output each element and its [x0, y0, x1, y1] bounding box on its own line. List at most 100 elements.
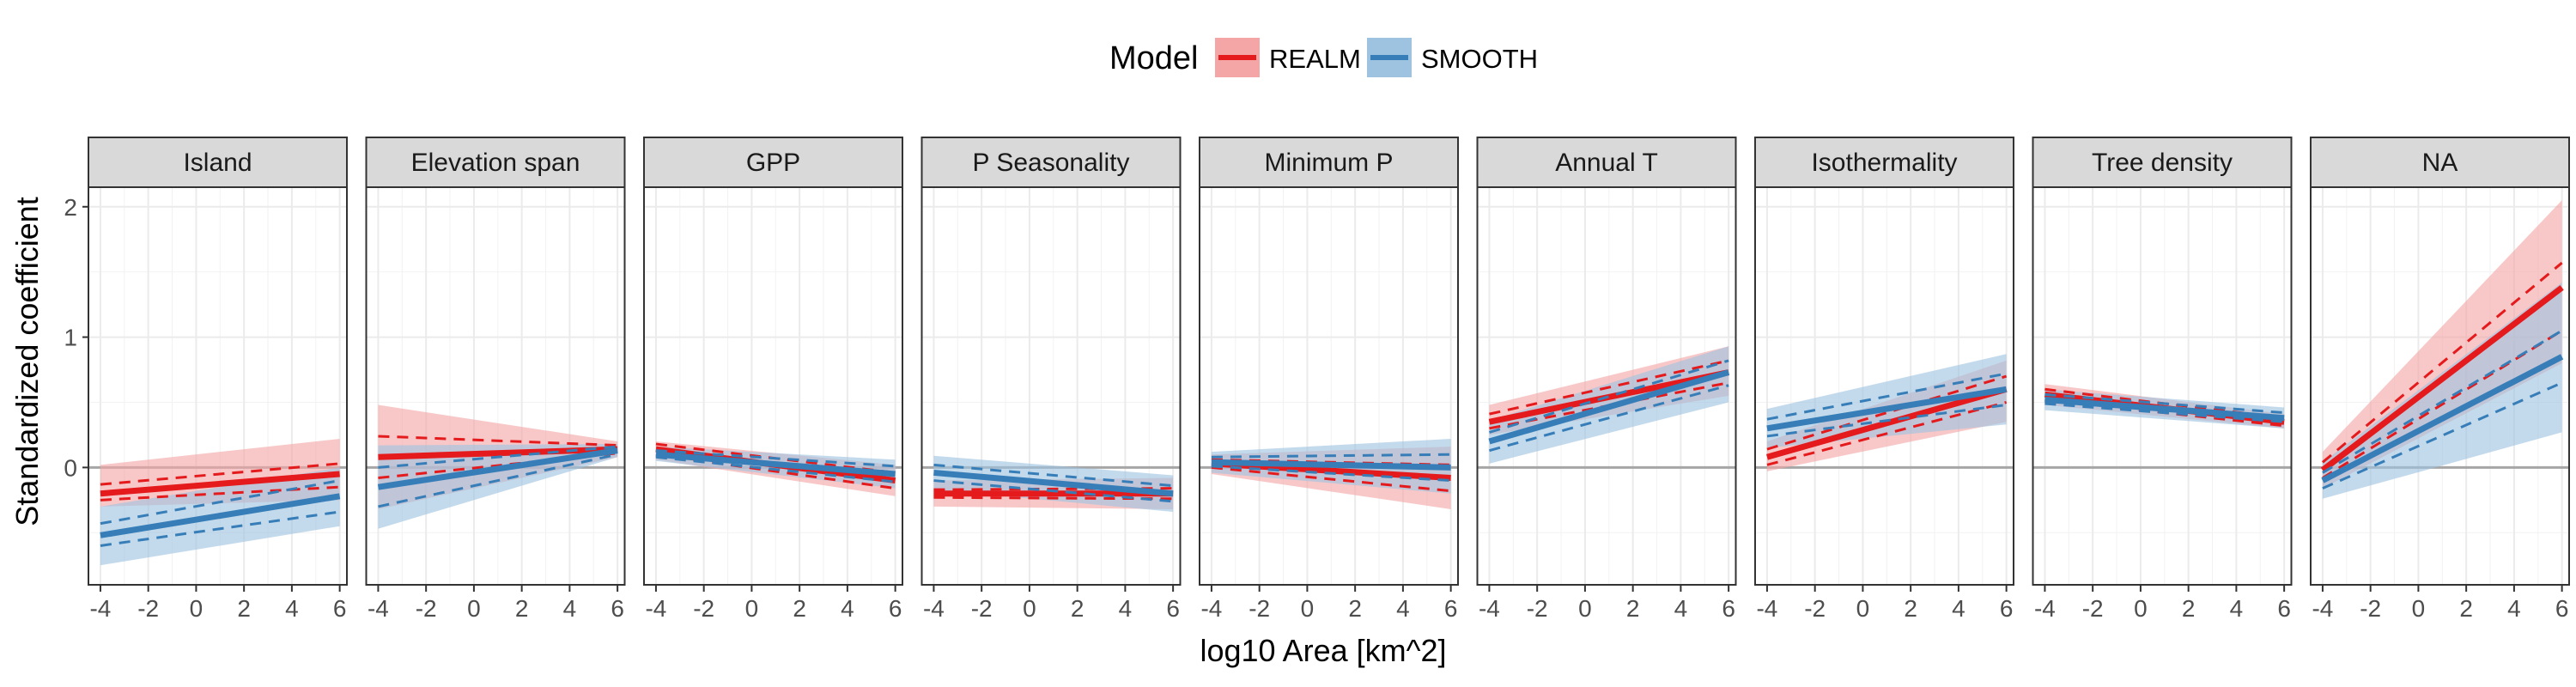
facet-strip	[1476, 137, 1737, 188]
dashed-line-upper-smooth	[933, 463, 1174, 488]
y-tick-label: 0	[64, 454, 77, 481]
x-tick-label: 6	[1722, 595, 1735, 622]
dashed-line-upper-smooth	[1489, 359, 1729, 434]
x-tick-label: 6	[889, 595, 902, 622]
dashed-line-upper-realm	[1489, 359, 1729, 416]
x-tick-label: -2	[1249, 595, 1270, 622]
facet-strip-label: Minimum P	[1264, 149, 1393, 177]
ci-band-realm	[2322, 200, 2562, 489]
dashed-line-lower-realm	[100, 485, 340, 502]
x-tick-label: 0	[2412, 595, 2426, 622]
dashed-line-lower-realm	[1766, 401, 2008, 466]
x-tick-label: 6	[333, 595, 347, 622]
mean-line-smooth	[2044, 396, 2285, 422]
x-tick-label: 2	[793, 595, 806, 622]
mean-line-realm	[378, 446, 618, 460]
facet-strip-label: Elevation span	[411, 149, 580, 177]
x-tick-label: 4	[1674, 595, 1688, 622]
dashed-line-lower-smooth	[1489, 384, 1729, 453]
mean-line-smooth	[100, 493, 341, 538]
x-tick-label: -2	[1804, 595, 1826, 622]
panel-background	[644, 187, 902, 585]
x-tick-label: -2	[2360, 595, 2381, 622]
x-tick-label: -4	[1479, 595, 1500, 622]
mean-line-smooth	[1211, 459, 1451, 471]
dashed-line-upper-smooth	[1766, 372, 2007, 421]
x-tick-label: -2	[971, 595, 993, 622]
panel-data	[655, 441, 896, 496]
y-tick-label: 1	[64, 325, 77, 351]
panel-isothermality: Isothermality -4 -2 0 2 4 6	[1754, 137, 2014, 622]
x-tick-label: 4	[1396, 595, 1410, 622]
facet-strip	[1199, 137, 1459, 188]
dashed-line-lower-smooth	[378, 453, 618, 508]
facet-strip	[1754, 137, 2014, 188]
dashed-line-upper-smooth	[2322, 329, 2563, 474]
dashed-line-upper-smooth	[655, 449, 896, 468]
x-tick-label: -2	[416, 595, 437, 622]
facet-strip-label: Annual T	[1555, 149, 1658, 177]
panel-minimum-p: Minimum P -4 -2 0 2 4 6	[1199, 137, 1459, 622]
x-tick-label: 0	[1578, 595, 1592, 622]
y-tick-label: 2	[64, 194, 77, 221]
facet-strip	[920, 137, 1182, 188]
panel-data	[377, 404, 618, 529]
facet-strip	[2032, 137, 2293, 188]
x-tick-label: 2	[1626, 595, 1640, 622]
x-tick-label: -4	[1756, 595, 1777, 622]
dashed-line-lower-realm	[1211, 465, 1451, 493]
dashed-line-lower-realm	[933, 495, 1174, 501]
x-tick-label: -4	[2034, 595, 2056, 622]
x-tick-label: -4	[2312, 595, 2333, 622]
dashed-line-upper-realm	[2321, 261, 2563, 464]
dashed-line-upper-smooth	[378, 445, 618, 469]
dashed-line-lower-realm	[378, 452, 618, 480]
dashed-line-lower-smooth	[933, 479, 1174, 503]
panel-background	[366, 187, 625, 585]
x-tick-label: 0	[1023, 595, 1036, 622]
panel-data	[1211, 438, 1451, 509]
x-tick-label: 2	[515, 595, 529, 622]
x-tick-label: -2	[1527, 595, 1548, 622]
x-tick-label: -2	[137, 595, 159, 622]
mean-line-smooth	[1766, 386, 2008, 432]
panel-data	[1488, 346, 1730, 464]
dashed-line-upper-smooth	[2044, 392, 2285, 415]
x-tick-label: 2	[1071, 595, 1084, 622]
x-tick-label: -4	[89, 595, 111, 622]
dashed-line-upper-realm	[1766, 374, 2008, 451]
panel-na: NA -4 -2 0 2 4 6	[2310, 137, 2570, 622]
x-tick-label: 6	[2000, 595, 2014, 622]
x-tick-label: 0	[2134, 595, 2148, 622]
ci-band-smooth	[1766, 354, 2007, 448]
panel-data	[2320, 200, 2564, 499]
dashed-line-lower-smooth	[1766, 404, 2007, 438]
dashed-line-upper-realm	[378, 435, 618, 447]
legend-label-smooth: SMOOTH	[1421, 44, 1538, 74]
facet-strip-label: Tree density	[2092, 149, 2233, 177]
mean-line-smooth	[377, 447, 618, 490]
dashed-line-lower-smooth	[2322, 381, 2563, 490]
x-tick-label: 6	[1444, 595, 1458, 622]
x-tick-label: 2	[1348, 595, 1362, 622]
x-tick-label: 6	[1166, 595, 1180, 622]
facet-strip-label: P Seasonality	[973, 149, 1130, 177]
x-tick-label: 4	[1952, 595, 1965, 622]
x-tick-label: 4	[285, 595, 299, 622]
facet-strip-label: NA	[2422, 149, 2458, 177]
x-tick-label: -4	[368, 595, 389, 622]
x-tick-label: 2	[2459, 595, 2473, 622]
x-tick-label: 4	[2230, 595, 2244, 622]
x-axis-label: log10 Area [km^2]	[1200, 633, 1446, 668]
legend-title: Model	[1109, 40, 1199, 76]
panel-data	[100, 438, 341, 566]
panel-gpp: GPP -4 -2 0 2 4 6	[643, 137, 903, 622]
dashed-line-upper-realm	[100, 462, 340, 486]
panel-data	[2044, 384, 2285, 429]
x-tick-label: 2	[2182, 595, 2196, 622]
mean-line-realm	[100, 471, 340, 497]
x-tick-label: 2	[1904, 595, 1917, 622]
x-tick-label: 4	[563, 595, 577, 622]
x-tick-label: 0	[190, 595, 204, 622]
